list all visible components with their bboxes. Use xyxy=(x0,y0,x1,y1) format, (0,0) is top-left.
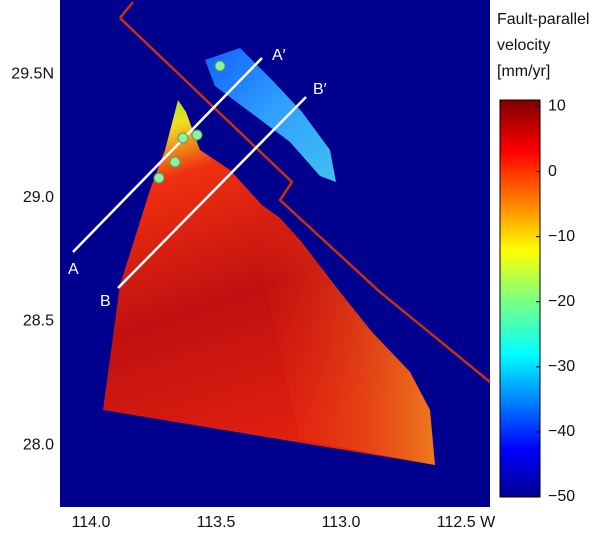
station xyxy=(153,172,165,184)
x-tick-label: 112.5 W xyxy=(437,514,496,531)
colorbar-title: velocity xyxy=(497,37,550,54)
x-tick-label: 114.0 xyxy=(72,514,111,531)
colorbar-tick-label: −50 xyxy=(548,488,575,505)
x-tick-label: 113.0 xyxy=(322,514,361,531)
colorbar xyxy=(500,100,540,497)
y-tick-label: 28.0 xyxy=(23,436,54,453)
profile-label: B′ xyxy=(313,81,327,98)
colorbar-tick-label: 10 xyxy=(548,98,566,115)
profile-label: B xyxy=(100,293,111,310)
colorbar-tick-label: −40 xyxy=(548,423,575,440)
y-tick-label: 28.5 xyxy=(23,313,54,330)
x-tick-label: 113.5 xyxy=(197,514,236,531)
profile-label: A′ xyxy=(272,47,286,64)
fault-trace xyxy=(119,1,491,383)
colorbar-tick-label: −20 xyxy=(548,293,575,310)
profile-label: A xyxy=(68,261,79,278)
y-tick-label: 29.0 xyxy=(23,189,54,206)
colorbar-frame xyxy=(499,99,541,498)
velocity-field-east xyxy=(250,215,435,465)
stations xyxy=(153,60,226,184)
colorbar-tick-label: −10 xyxy=(548,228,575,245)
colorbar-tick-label: 0 xyxy=(548,163,557,180)
colorbar-title: Fault-parallel xyxy=(497,11,589,28)
station xyxy=(191,129,203,141)
station xyxy=(214,60,226,72)
profile-line xyxy=(72,57,263,253)
station xyxy=(169,156,181,168)
colorbar-title: [mm/yr] xyxy=(497,63,550,80)
profile-line xyxy=(117,96,307,289)
y-tick-label: 29.5N xyxy=(11,65,54,82)
station xyxy=(177,132,189,144)
colorbar-tick-label: −30 xyxy=(548,358,575,375)
